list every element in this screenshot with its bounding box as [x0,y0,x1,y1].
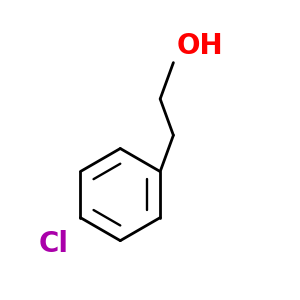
Text: Cl: Cl [39,230,69,257]
Text: OH: OH [176,32,223,60]
